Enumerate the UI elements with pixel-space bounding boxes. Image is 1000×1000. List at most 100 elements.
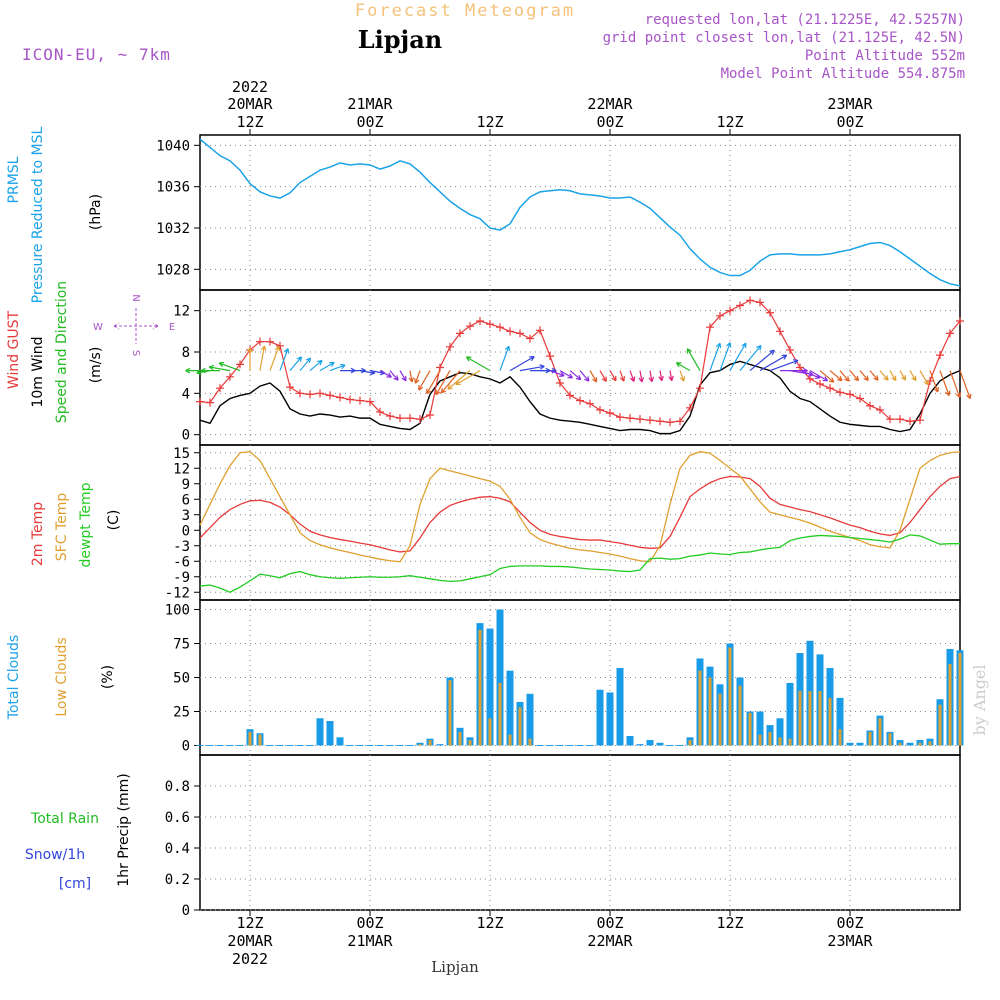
panel-label: Low Clouds xyxy=(54,637,70,716)
gust-point xyxy=(366,397,374,406)
low-cloud-bar xyxy=(488,718,492,746)
gust-point xyxy=(856,394,864,403)
wind-direction-arrow xyxy=(819,370,835,383)
gust-point xyxy=(846,390,854,399)
total-cloud-bar xyxy=(236,744,244,746)
bottom-time-label: 00Z xyxy=(836,914,863,932)
gust-point xyxy=(616,413,624,422)
gust-point xyxy=(586,399,594,408)
total-cloud-bar xyxy=(436,744,444,746)
top-time-label: 23MAR xyxy=(827,95,873,113)
total-cloud-bar xyxy=(836,697,844,746)
gust-point xyxy=(316,389,324,398)
point-altitude: Point Altitude 552m xyxy=(805,48,965,64)
gust-point xyxy=(906,417,914,426)
gust-point xyxy=(456,329,464,338)
gust-point xyxy=(356,396,364,405)
y-tick-label: -9 xyxy=(173,570,190,586)
wind-direction-arrow xyxy=(414,370,421,384)
total-cloud-bar xyxy=(376,744,384,746)
compass-north: N xyxy=(130,294,141,301)
gust-point xyxy=(486,320,494,329)
y-tick-label: 0.4 xyxy=(165,841,190,857)
gust-point xyxy=(876,405,884,414)
total-cloud-bar xyxy=(326,721,334,746)
gust-point xyxy=(396,414,404,423)
low-cloud-bar xyxy=(738,685,742,746)
panel-label: Total Rain xyxy=(30,811,99,827)
wind-direction-arrow xyxy=(289,356,303,371)
wind-direction-arrow xyxy=(686,348,701,371)
gust-point xyxy=(386,412,394,421)
panel-label: Total Clouds xyxy=(6,635,22,720)
bottom-time-label: 2022 xyxy=(232,950,268,968)
low-cloud-bar xyxy=(748,712,752,746)
wind-direction-arrow xyxy=(389,370,399,381)
panel-label: Wind GUST xyxy=(6,310,22,389)
y-tick-label: 0.2 xyxy=(165,872,190,888)
wind-direction-arrow xyxy=(408,370,415,383)
total-cloud-bar xyxy=(226,744,234,746)
y-tick-label: 12 xyxy=(173,304,190,320)
gust-point xyxy=(536,326,544,335)
wind-direction-arrow xyxy=(435,370,451,396)
wind-direction-arrow xyxy=(319,361,335,372)
panel-frame xyxy=(199,754,961,911)
wind-direction-arrow xyxy=(569,370,582,381)
wind-direction-arrow xyxy=(549,370,565,377)
y-tick-label: 8 xyxy=(182,345,190,361)
y-tick-label: 1032 xyxy=(156,221,190,237)
gust-point xyxy=(236,360,244,369)
panel-2: 0 4 8 12 Wind GUST 10m Wind Speed and Directio… xyxy=(6,281,972,446)
series-prmsl xyxy=(199,138,961,287)
gust-point xyxy=(296,389,304,398)
total-cloud-bar xyxy=(356,744,364,746)
total-cloud-bar xyxy=(626,735,634,746)
gust-point xyxy=(696,384,704,393)
gust-point xyxy=(756,298,764,307)
wind-direction-arrow xyxy=(679,370,686,382)
gust-point xyxy=(706,323,714,332)
gust-point xyxy=(686,403,694,412)
y-tick-label: 3 xyxy=(182,508,190,524)
gust-point xyxy=(836,388,844,397)
gust-point xyxy=(276,341,284,350)
series-10m-wind xyxy=(199,360,961,435)
y-tick-label: 0 xyxy=(182,903,190,919)
y-axis-label: 1hr Precip (mm) xyxy=(116,773,132,886)
y-tick-label: 0.6 xyxy=(165,810,190,826)
y-axis-label: (%) xyxy=(100,665,116,689)
top-time-label: 20MAR xyxy=(227,95,273,113)
total-cloud-bar xyxy=(676,744,684,746)
total-cloud-bar xyxy=(396,744,404,746)
panels: 1028 1032 1036 1040 PRMSL Pressure Reduced to… xyxy=(6,126,972,919)
bottom-time-label: 22MAR xyxy=(587,932,633,950)
gust-point xyxy=(436,363,444,372)
wind-direction-arrow xyxy=(519,364,545,372)
gust-point xyxy=(516,329,524,338)
wind-direction-arrow xyxy=(426,370,441,395)
gust-point xyxy=(556,379,564,387)
gust-point xyxy=(916,416,924,425)
total-cloud-bar xyxy=(496,609,504,746)
bottom-time-label: 23MAR xyxy=(827,932,873,950)
total-cloud-bar xyxy=(566,744,574,746)
watermark: by Angel xyxy=(970,664,989,735)
total-cloud-bar xyxy=(286,744,294,746)
total-cloud-bar xyxy=(216,744,224,746)
low-cloud-bar xyxy=(768,731,772,746)
gust-point xyxy=(416,415,424,424)
low-cloud-bar xyxy=(258,734,262,746)
total-cloud-bar xyxy=(656,742,664,746)
bottom-time-label: 20MAR xyxy=(227,932,273,950)
wind-direction-arrow xyxy=(899,370,907,381)
y-tick-label: 0 xyxy=(182,523,190,539)
gust-point xyxy=(426,411,434,420)
total-cloud-bar xyxy=(526,693,534,746)
low-cloud-bar xyxy=(478,629,482,746)
wind-direction-arrow xyxy=(668,370,674,382)
top-time-label: 12Z xyxy=(716,113,743,131)
compass-east: E xyxy=(169,322,175,333)
total-cloud-bar xyxy=(296,744,304,746)
